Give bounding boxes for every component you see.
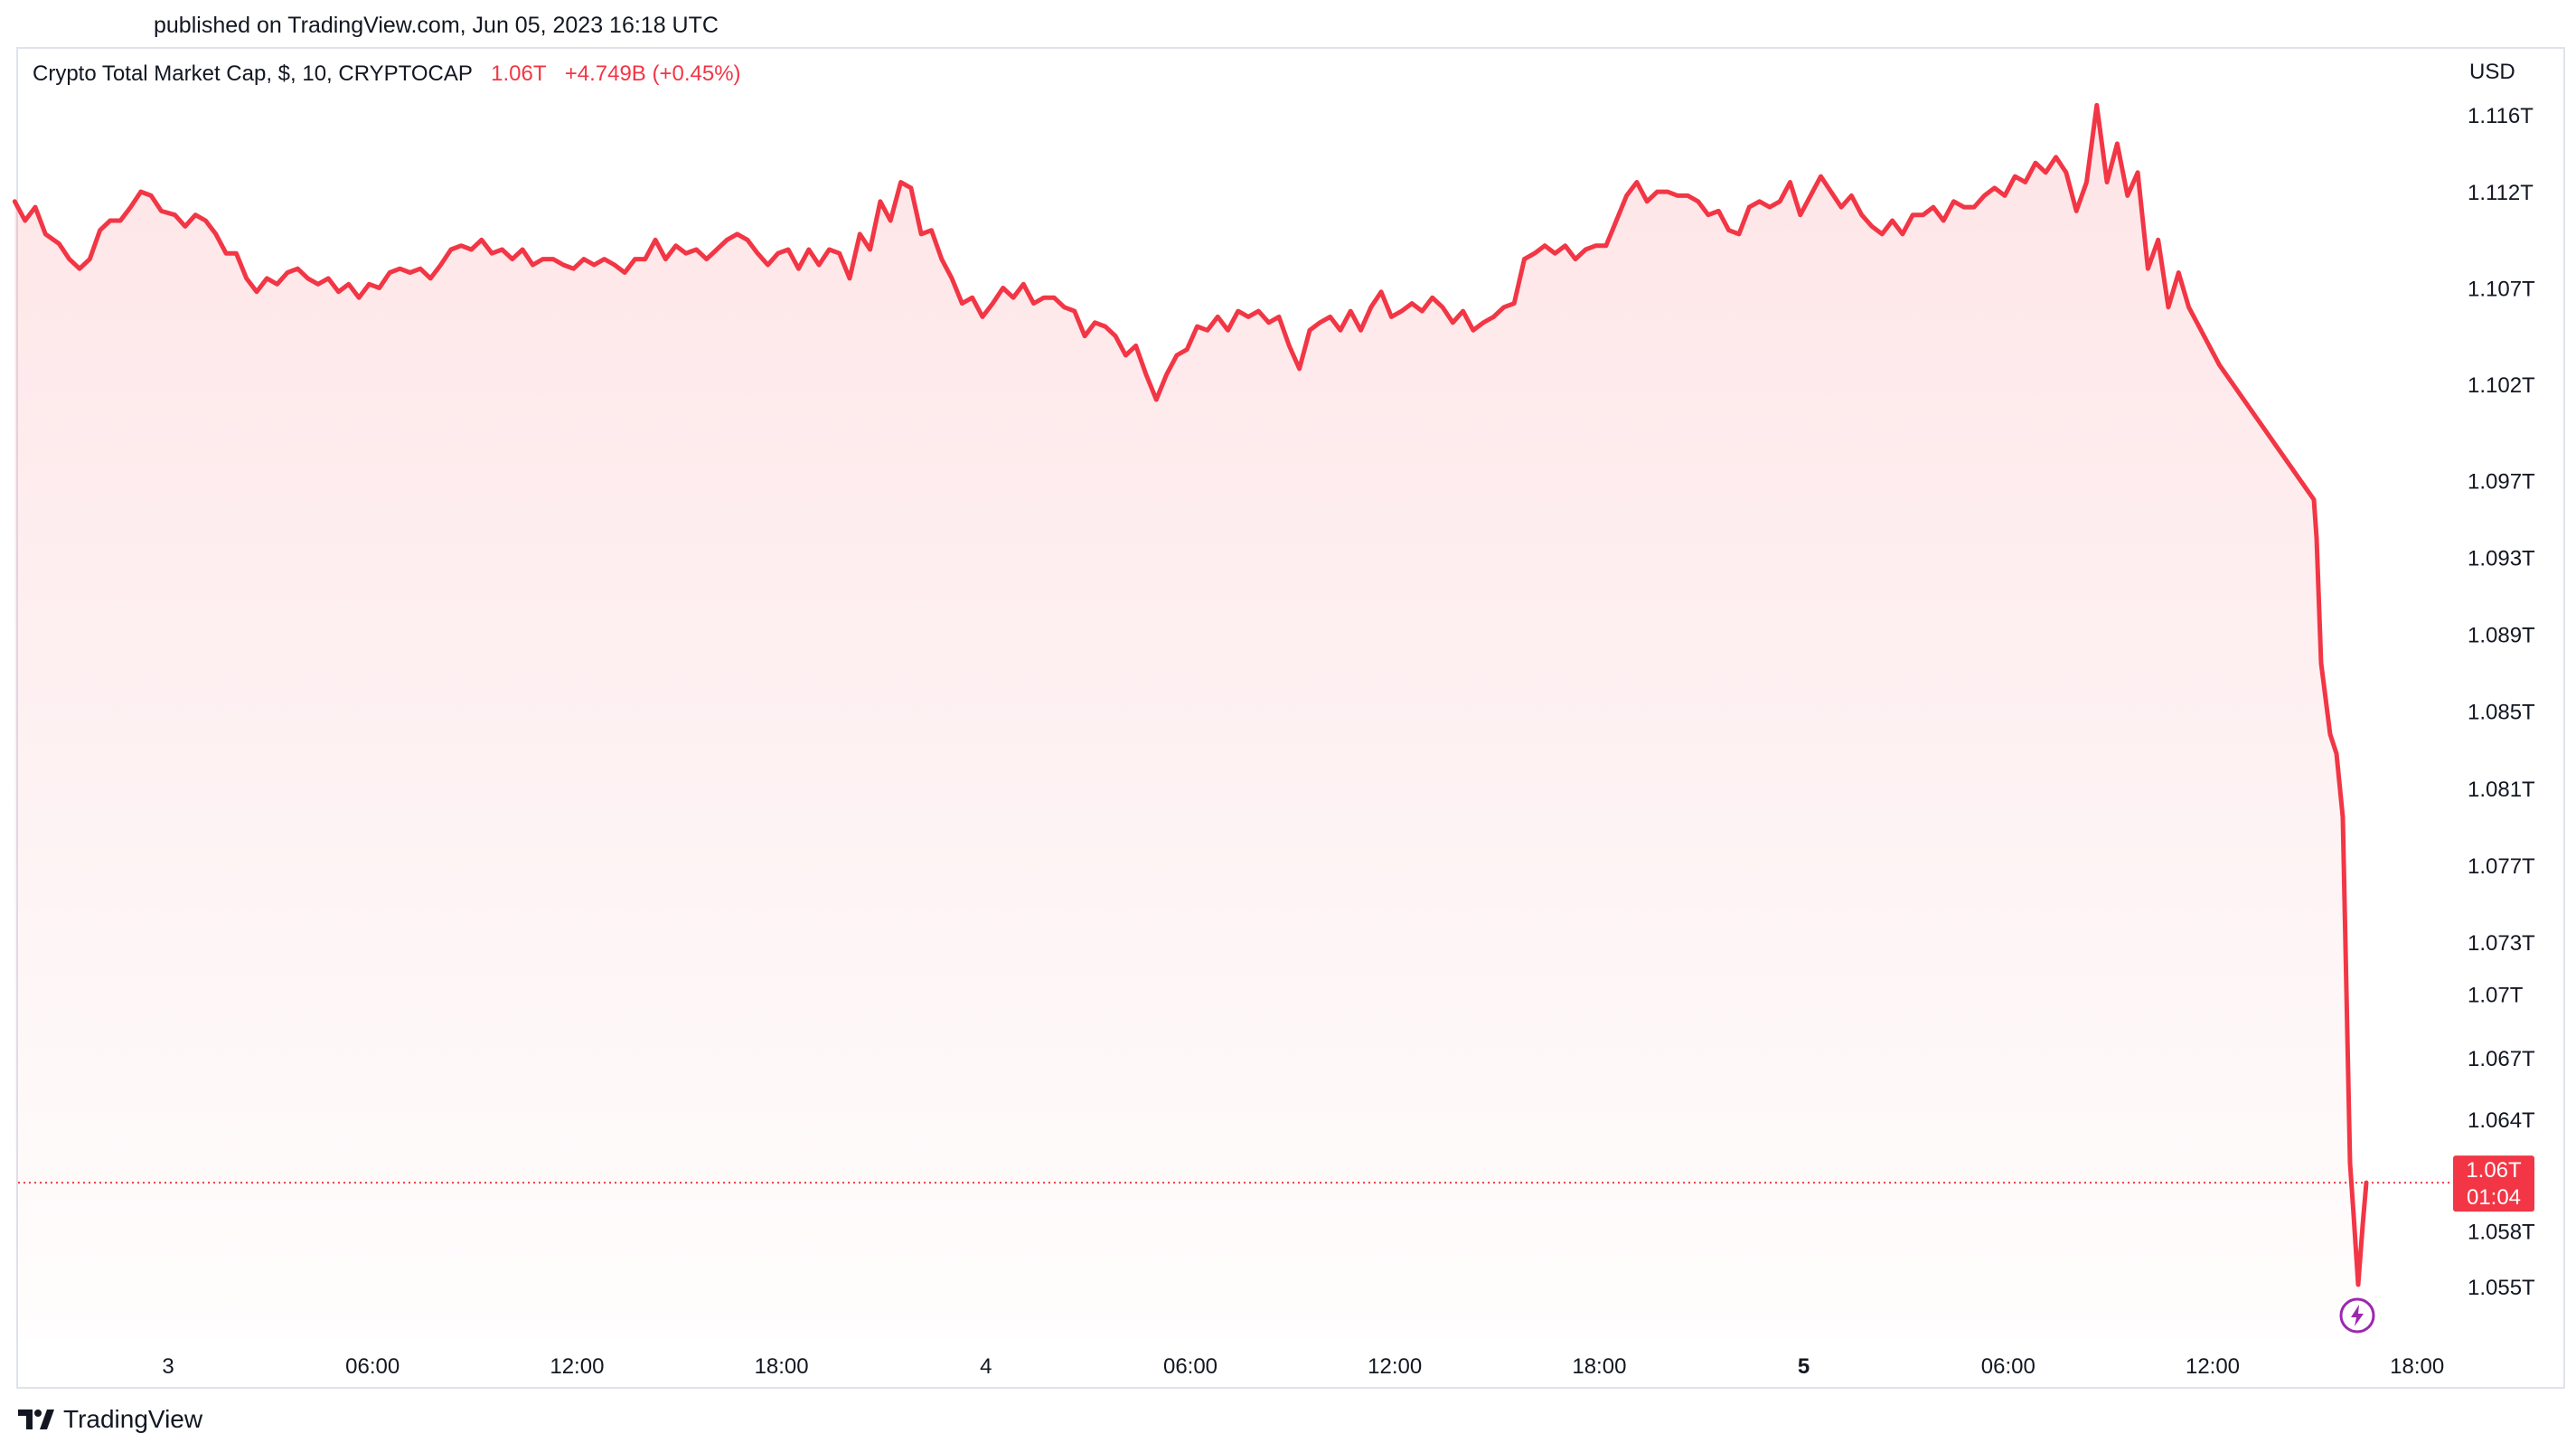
x-tick-label: 18:00	[1572, 1354, 1626, 1379]
published-caption: published on TradingView.com, Jun 05, 20…	[154, 13, 719, 38]
lightning-bolt-icon	[2351, 1305, 2364, 1326]
x-tick-label: 06:00	[1981, 1354, 2035, 1379]
footer-brand[interactable]: TradingView	[18, 1405, 202, 1434]
price-line	[12, 102, 2369, 1287]
price-badge-bg	[2453, 1155, 2534, 1212]
price-badge-value: 1.06T	[2466, 1158, 2522, 1183]
y-tick-label: 1.064T	[2468, 1108, 2535, 1133]
y-tick-label: 1.112T	[2468, 181, 2534, 205]
legend-change: +4.749B (+0.45%)	[564, 61, 741, 86]
y-tick-label: 1.081T	[2468, 778, 2535, 802]
y-tick-label: 1.077T	[2468, 854, 2535, 879]
y-tick-label: 1.089T	[2468, 624, 2535, 648]
x-tick-label: 4	[980, 1354, 992, 1379]
y-tick-label: 1.116T	[2468, 104, 2534, 128]
y-tick-label: 1.085T	[2468, 701, 2535, 725]
y-tick-label: 1.102T	[2468, 373, 2535, 398]
price-badge-countdown: 01:04	[2467, 1185, 2521, 1210]
x-tick-label: 12:00	[550, 1354, 604, 1379]
x-tick-label: 12:00	[1368, 1354, 1422, 1379]
legend-last-price: 1.06T	[491, 61, 547, 86]
x-tick-label: 06:00	[1163, 1354, 1217, 1379]
legend-symbol: Crypto Total Market Cap, $, 10, CRYPTOCA…	[33, 61, 473, 86]
y-tick-label: 1.067T	[2468, 1047, 2535, 1071]
x-tick-label: 3	[162, 1354, 174, 1379]
x-axis[interactable]: 3 06:00 12:00 18:00 4 06:00 12:00 18:00 5 06:00 12…	[162, 1354, 2444, 1379]
y-axis[interactable]: 1.116T 1.112T 1.107T 1.102T 1.097T 1.093T 1.08…	[2468, 104, 2535, 1300]
y-tick-label: 1.073T	[2468, 931, 2535, 956]
y-tick-label: 1.07T	[2468, 984, 2524, 1008]
y-tick-label: 1.107T	[2468, 278, 2535, 302]
y-tick-label: 1.058T	[2468, 1220, 2535, 1244]
tradingview-logo-icon	[18, 1410, 54, 1429]
x-tick-label: 18:00	[2390, 1354, 2444, 1379]
y-tick-label: 1.093T	[2468, 546, 2535, 570]
footer-brand-name: TradingView	[63, 1405, 203, 1433]
price-badge: 1.06T 01:04	[2453, 1155, 2534, 1212]
lightning-alert-icon[interactable]	[2339, 1297, 2375, 1334]
price-area-fill	[14, 105, 2366, 1338]
x-tick-label: 18:00	[755, 1354, 809, 1379]
x-tick-label: 12:00	[2186, 1354, 2240, 1379]
y-tick-label: 1.097T	[2468, 469, 2535, 494]
currency-label[interactable]: USD	[2469, 60, 2515, 84]
chart-legend[interactable]: Crypto Total Market Cap, $, 10, CRYPTOCA…	[33, 61, 741, 87]
x-tick-label: 06:00	[345, 1354, 400, 1379]
x-tick-label: 5	[1798, 1354, 1810, 1379]
y-tick-label: 1.055T	[2468, 1276, 2535, 1300]
